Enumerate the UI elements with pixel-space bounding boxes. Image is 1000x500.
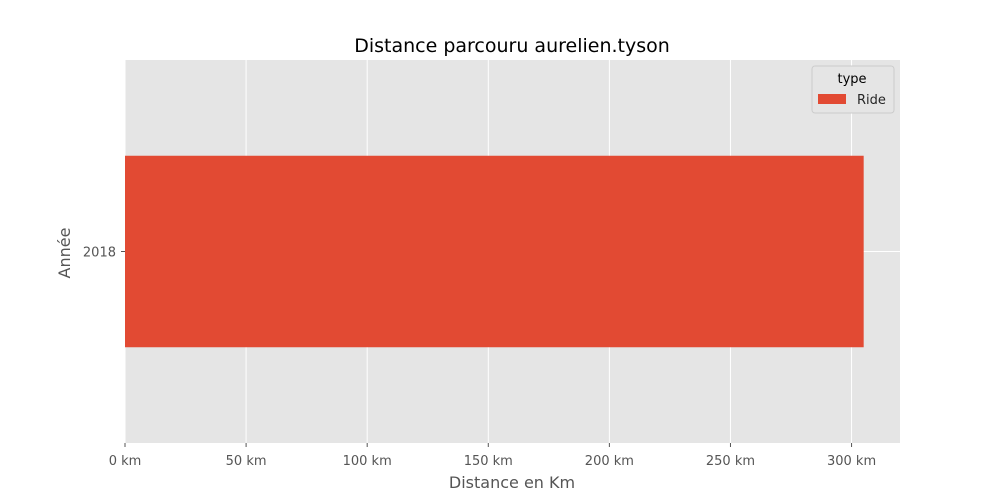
x-tick-label: 200 km — [585, 454, 634, 469]
x-tick-label: 250 km — [706, 454, 755, 469]
x-axis-ticks: 0 km 50 km 100 km 150 km 200 km 250 km 300 km — [109, 443, 876, 469]
legend-label-ride: Ride — [857, 93, 886, 108]
chart-title: Distance parcouru aurelien.tyson — [354, 35, 670, 57]
y-axis-label: Année — [55, 228, 74, 279]
bars — [125, 155, 864, 348]
x-tick-label: 0 km — [109, 454, 142, 469]
y-axis-ticks: 2018 — [83, 246, 125, 261]
y-tick-label: 2018 — [83, 246, 116, 261]
x-tick-label: 100 km — [343, 454, 392, 469]
x-tick-label: 50 km — [226, 454, 267, 469]
x-tick-label: 150 km — [464, 454, 513, 469]
legend-title: type — [837, 72, 866, 87]
x-axis-label: Distance en Km — [449, 473, 575, 492]
legend-swatch-ride — [818, 94, 846, 104]
legend: type Ride — [811, 65, 895, 114]
bar-ride-2018 — [125, 155, 864, 348]
x-tick-label: 300 km — [827, 454, 876, 469]
